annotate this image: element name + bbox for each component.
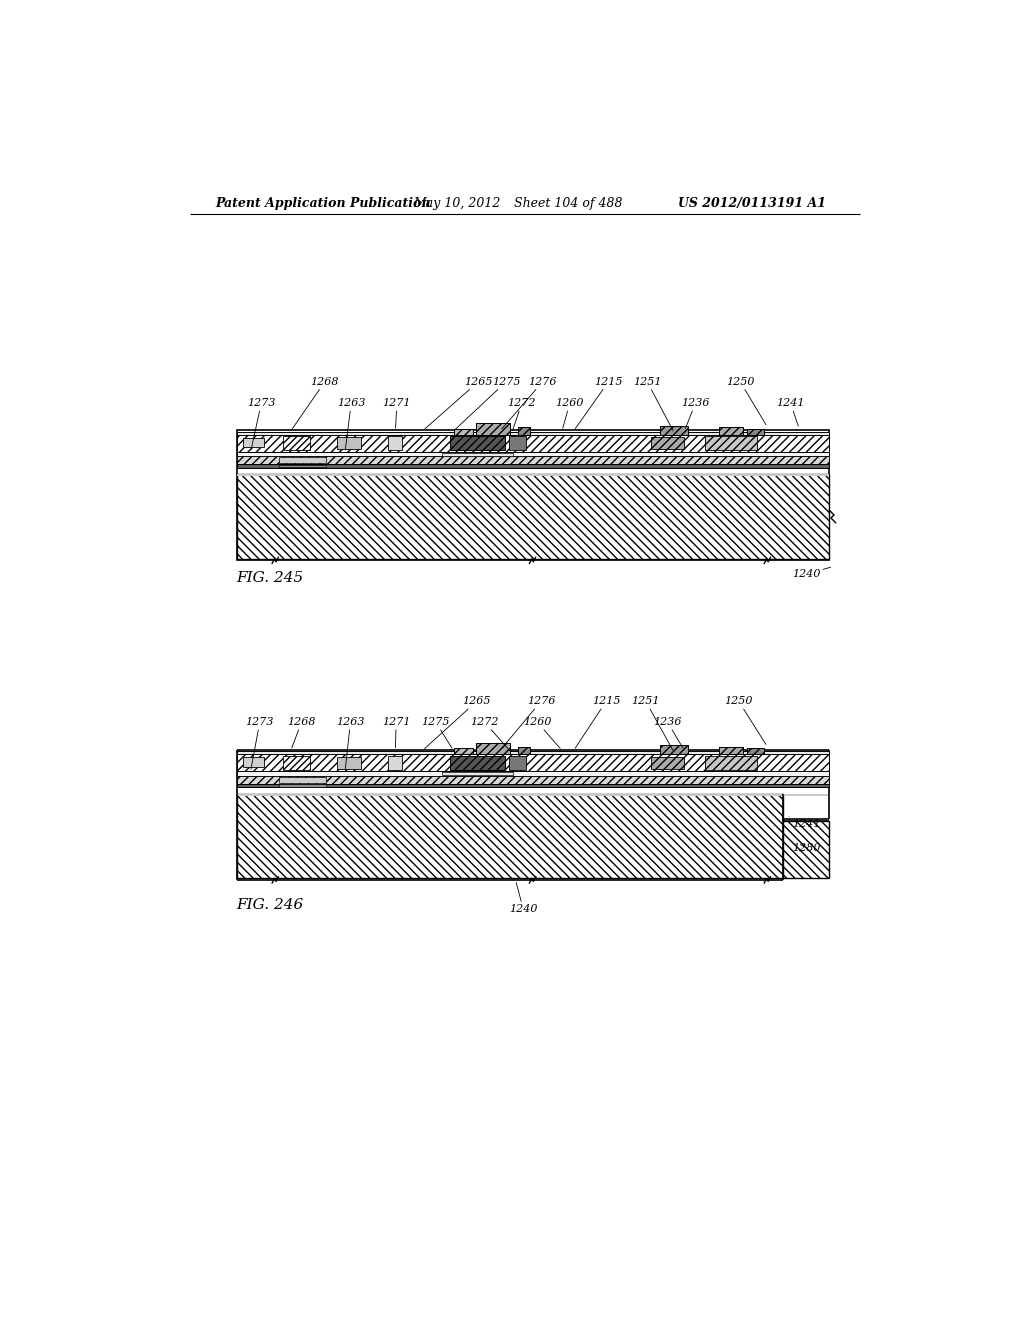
Bar xyxy=(237,751,829,755)
Text: 1240: 1240 xyxy=(509,883,538,915)
Bar xyxy=(237,451,829,457)
Text: 1251: 1251 xyxy=(633,376,673,430)
Bar xyxy=(705,437,758,450)
Bar xyxy=(237,776,829,784)
Bar xyxy=(748,429,764,434)
Text: 1263: 1263 xyxy=(336,717,365,770)
Bar xyxy=(237,771,829,776)
Text: 1250: 1250 xyxy=(724,696,766,744)
Bar xyxy=(280,465,326,467)
Bar xyxy=(783,821,829,878)
Text: 1240: 1240 xyxy=(792,568,830,579)
Text: 1272: 1272 xyxy=(470,717,510,751)
Bar xyxy=(659,425,687,434)
Bar xyxy=(237,457,829,465)
Bar xyxy=(509,437,525,450)
Bar xyxy=(450,437,506,450)
Bar xyxy=(442,453,513,455)
Bar xyxy=(388,437,401,450)
Bar xyxy=(455,748,473,755)
Text: 1275: 1275 xyxy=(456,376,520,429)
Text: 1265: 1265 xyxy=(425,376,493,429)
Bar xyxy=(243,758,264,767)
Bar xyxy=(705,756,758,770)
Bar xyxy=(237,784,829,788)
Bar xyxy=(748,748,764,755)
Bar xyxy=(651,756,684,770)
Text: 1273: 1273 xyxy=(246,717,274,770)
Bar xyxy=(442,772,513,775)
Text: Patent Application Publication: Patent Application Publication xyxy=(215,197,430,210)
Bar xyxy=(283,437,310,450)
Bar xyxy=(337,437,360,450)
Text: 1251: 1251 xyxy=(632,696,673,750)
Bar xyxy=(237,793,783,878)
Bar xyxy=(237,793,829,796)
Text: 1241: 1241 xyxy=(776,399,805,426)
Bar xyxy=(651,437,684,450)
Bar xyxy=(237,434,829,451)
Text: 1215: 1215 xyxy=(575,696,621,748)
Bar xyxy=(476,424,510,434)
Bar xyxy=(455,429,473,434)
Bar xyxy=(280,457,326,463)
Text: FIG. 246: FIG. 246 xyxy=(237,899,304,912)
Bar xyxy=(509,756,525,770)
Bar xyxy=(280,784,326,787)
Bar xyxy=(237,465,829,469)
Text: 1241: 1241 xyxy=(790,817,820,829)
Text: 1268: 1268 xyxy=(288,717,315,748)
Bar xyxy=(237,430,829,560)
Text: US 2012/0113191 A1: US 2012/0113191 A1 xyxy=(678,197,826,210)
Bar xyxy=(518,428,530,434)
Text: 1276: 1276 xyxy=(502,376,557,429)
Text: 1236: 1236 xyxy=(681,399,710,429)
Bar xyxy=(243,438,264,447)
Text: 1260: 1260 xyxy=(555,399,584,428)
Bar xyxy=(237,474,829,477)
Text: 1263: 1263 xyxy=(337,399,366,450)
Bar xyxy=(450,756,506,770)
Bar xyxy=(280,776,326,783)
Text: 1265: 1265 xyxy=(425,696,490,748)
Bar xyxy=(476,743,510,755)
Text: 1271: 1271 xyxy=(382,717,411,747)
Bar xyxy=(337,756,360,770)
Bar xyxy=(719,747,742,755)
Text: 1275: 1275 xyxy=(422,717,452,748)
Text: 1276: 1276 xyxy=(502,696,555,748)
Text: 1236: 1236 xyxy=(653,717,683,748)
Bar xyxy=(237,432,829,434)
Text: 1260: 1260 xyxy=(523,717,560,748)
Text: 1215: 1215 xyxy=(575,376,623,429)
Bar xyxy=(283,756,310,770)
Bar xyxy=(518,747,530,755)
Text: 1271: 1271 xyxy=(383,399,412,428)
Bar xyxy=(237,474,829,558)
Bar xyxy=(237,755,829,771)
Text: 1250: 1250 xyxy=(726,376,766,425)
Bar xyxy=(719,428,742,434)
Text: Sheet 104 of 488: Sheet 104 of 488 xyxy=(514,197,623,210)
Text: FIG. 245: FIG. 245 xyxy=(237,572,304,585)
Text: May 10, 2012: May 10, 2012 xyxy=(414,197,501,210)
Bar xyxy=(388,756,401,770)
Text: 1280: 1280 xyxy=(792,842,820,853)
Text: 1268: 1268 xyxy=(292,376,339,429)
Text: 1272: 1272 xyxy=(508,399,536,430)
Text: 1273: 1273 xyxy=(247,399,275,450)
Bar xyxy=(659,744,687,755)
